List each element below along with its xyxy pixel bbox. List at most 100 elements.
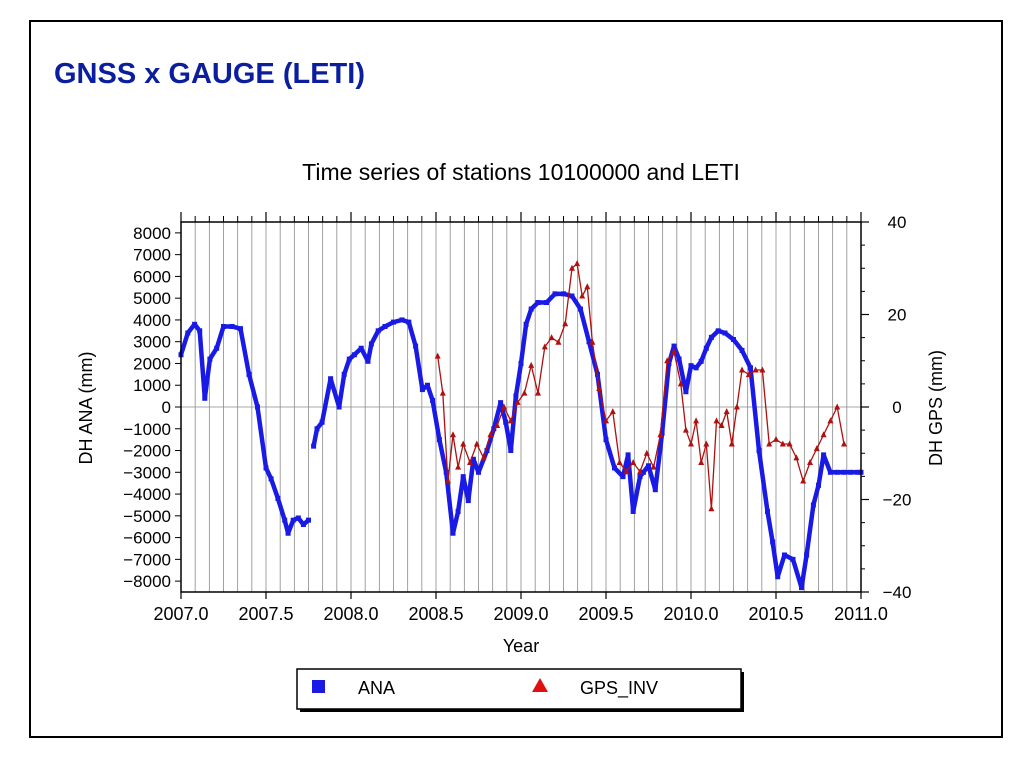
- ana-data-point: [341, 371, 347, 377]
- ana-data-point: [238, 326, 243, 332]
- ana-data-point: [430, 397, 436, 403]
- gps-inv-data-point: [455, 463, 462, 470]
- ana-data-point: [715, 328, 721, 334]
- gps-inv-data-point: [584, 283, 591, 290]
- ana-data-point: [703, 345, 709, 351]
- gps-inv-data-point: [562, 320, 569, 327]
- ana-data-point: [535, 300, 541, 306]
- gps-inv-data-point: [677, 380, 684, 387]
- ana-data-point: [192, 321, 198, 327]
- ana-data-point: [528, 306, 534, 312]
- gps-inv-data-point: [579, 292, 586, 299]
- ana-data-point: [612, 465, 617, 471]
- ana-data-point: [311, 443, 317, 449]
- y-left-tick-label: 8000: [133, 224, 171, 243]
- ana-data-point: [450, 530, 456, 536]
- gps-inv-data-point: [752, 366, 759, 373]
- y-axis-label-left: DH ANA (mm): [76, 351, 96, 464]
- gps-inv-data-point: [733, 403, 740, 410]
- gps-inv-data-point: [574, 260, 581, 267]
- gps-inv-data-point: [596, 385, 603, 391]
- gps-inv-data-point: [643, 449, 650, 456]
- y-right-tick-label: −20: [883, 491, 912, 510]
- gps-inv-data-point: [827, 417, 834, 424]
- slide-frame: [29, 20, 1003, 738]
- ana-data-point: [275, 495, 281, 501]
- gps-inv-data-point: [616, 459, 623, 465]
- ana-data-point: [443, 469, 449, 475]
- gps-inv-data-point: [793, 454, 800, 461]
- ana-data-point: [207, 356, 213, 362]
- x-tick-label: 2008.5: [408, 604, 463, 624]
- ana-data-point: [770, 539, 776, 545]
- y-right-tick-label: 40: [888, 213, 907, 232]
- x-axis-label: Year: [503, 636, 539, 656]
- gps-inv-data-point: [569, 264, 575, 271]
- gps-inv-data-point: [439, 389, 446, 396]
- ana-data-point: [290, 517, 296, 523]
- gps-inv-data-point: [450, 431, 456, 438]
- ana-data-point: [569, 293, 575, 299]
- gps-inv-data-point: [779, 440, 786, 447]
- ana-data-point: [841, 469, 847, 475]
- gps-inv-data-point: [718, 422, 725, 428]
- y-left-tick-label: −7000: [123, 550, 171, 569]
- ana-data-point: [756, 448, 762, 454]
- ana-data-point: [646, 463, 651, 469]
- gps-inv-data-point: [494, 422, 501, 428]
- x-tick-label: 2007.5: [238, 604, 293, 624]
- y-left-tick-label: 3000: [133, 333, 171, 352]
- ana-data-point: [671, 343, 677, 349]
- ana-data-point: [255, 404, 260, 410]
- ana-data-point: [676, 356, 682, 362]
- y-left-tick-label: 6000: [133, 267, 171, 286]
- legend: ANA GPS_INV: [296, 668, 744, 712]
- gps-inv-data-point: [507, 417, 514, 424]
- ana-data-point: [666, 360, 672, 366]
- ana-data-point: [739, 347, 745, 353]
- y-left-tick-label: −8000: [123, 572, 171, 591]
- ana-data-point: [748, 365, 753, 371]
- ana-data-point: [544, 300, 549, 306]
- ana-data-point: [561, 291, 566, 297]
- gps-inv-data-point: [682, 426, 689, 433]
- ana-data-point: [503, 419, 509, 425]
- ana-data-point: [775, 574, 781, 580]
- ana-data-point: [382, 323, 388, 329]
- x-tick-label: 2010.0: [663, 604, 718, 624]
- x-tick-label: 2010.5: [748, 604, 803, 624]
- ana-data-point: [765, 508, 770, 514]
- gps-inv-data-point: [555, 338, 562, 345]
- ana-data-point: [790, 556, 796, 562]
- ana-data-point: [214, 345, 220, 351]
- y-left-tick-label: −6000: [123, 529, 171, 548]
- gps-inv-data-point: [548, 334, 555, 341]
- ana-data-point: [630, 508, 636, 514]
- ana-data-point: [688, 363, 694, 369]
- gps-inv-data-point: [473, 440, 480, 447]
- ana-data-point: [319, 419, 325, 425]
- gps-inv-data-point: [630, 459, 637, 465]
- ana-data-point: [810, 502, 816, 508]
- gps-inv-data-point: [609, 408, 616, 415]
- ana-data-point: [659, 430, 665, 436]
- ana-data-point: [683, 389, 689, 395]
- axis-ticks: 2007.0 2007.5 2008.0 2008.5 2009.0 2009.5 2010…: [123, 212, 911, 624]
- ana-data-point: [799, 585, 804, 591]
- x-tick-label: 2007.0: [153, 604, 208, 624]
- chart-title: Time series of stations 10100000 and LET…: [302, 159, 740, 185]
- ana-data-point: [221, 323, 226, 329]
- ana-data-point: [652, 487, 658, 493]
- ana-data-point: [306, 517, 311, 523]
- gps-inv-data-point: [623, 468, 630, 475]
- ana-data-point: [578, 306, 583, 312]
- ana-data-point: [263, 465, 269, 471]
- y-left-tick-label: −2000: [123, 442, 171, 461]
- ana-data-point: [693, 365, 699, 371]
- ana-data-point: [375, 328, 381, 334]
- ana-data-point: [508, 448, 514, 454]
- y-left-tick-label: 0: [162, 398, 171, 417]
- y-axis-label-right: DH GPS (mm): [926, 350, 946, 466]
- gps-inv-data-point: [773, 435, 779, 442]
- x-tick-label: 2009.0: [493, 604, 548, 624]
